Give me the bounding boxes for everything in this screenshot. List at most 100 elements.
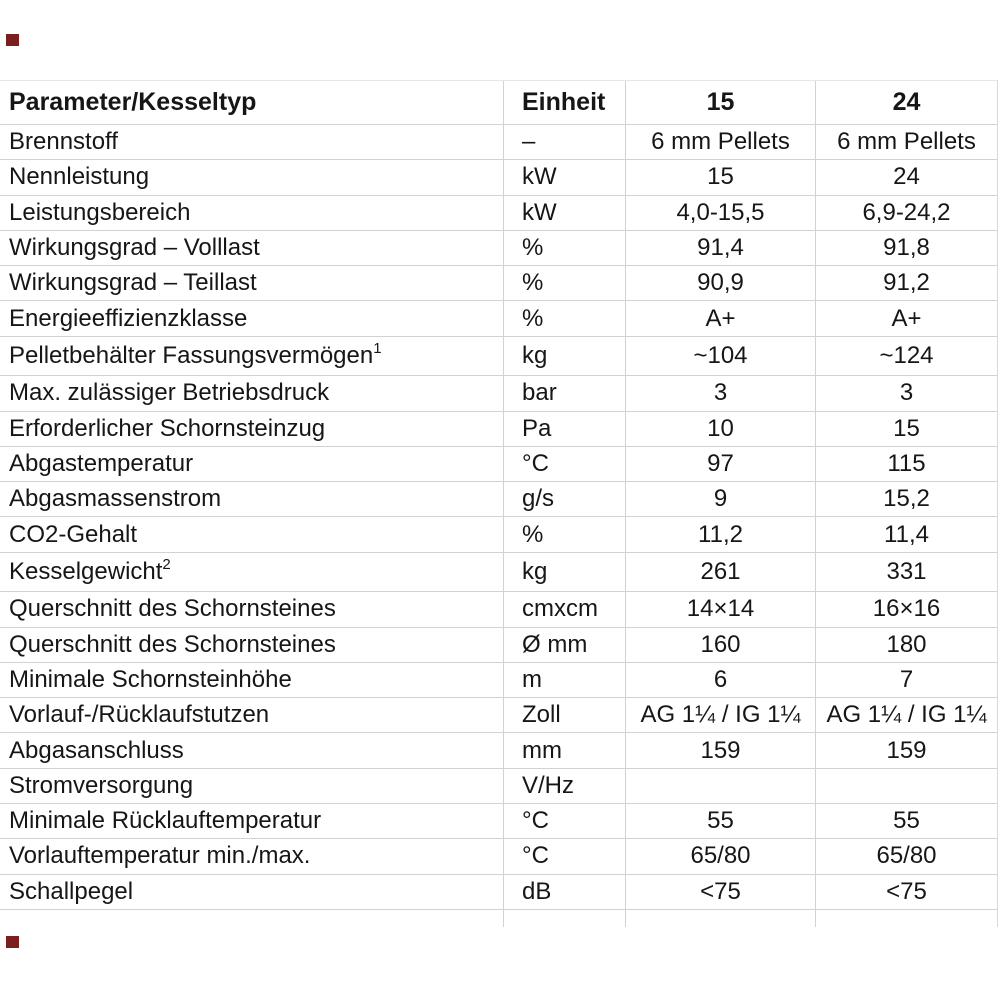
table-row: Brennstoff – 6 mm Pellets 6 mm Pellets — [0, 125, 997, 161]
cell-unit-text: V/Hz — [522, 771, 575, 799]
cell-unit-text: % — [522, 304, 544, 332]
table-row: Erforderlicher Schornsteinzug Pa 10 15 — [0, 411, 997, 447]
cell-parameter: Max. zulässiger Betriebsdruck — [0, 376, 503, 410]
cell-parameter-text: Max. zulässiger Betriebsdruck — [9, 379, 330, 407]
cell-value-24: 91,2 — [815, 266, 997, 301]
cell-unit: m — [503, 662, 625, 698]
footnote-superscript: 1 — [373, 339, 382, 357]
cell-value-15: AG 1¼ / IG 1¼ — [625, 698, 815, 733]
cell-value-15: <75 — [625, 874, 815, 909]
table-body: Brennstoff – 6 mm Pellets 6 mm Pellets Nennl… — [0, 125, 997, 910]
table-row: Vorlauftemperatur min./max. °C 65/80 65/80 — [0, 839, 997, 875]
cell-parameter: Minimale Rücklauftemperatur — [0, 804, 503, 838]
header-unit: Einheit — [503, 81, 625, 124]
cell-value-15: 159 — [625, 733, 815, 768]
cell-value-15-text: A+ — [705, 304, 736, 332]
cell-unit: kg — [503, 552, 625, 592]
header-model-24-label: 24 — [892, 88, 921, 116]
cell-value-24-text: 115 — [887, 450, 926, 478]
cell-value-15: 14×14 — [625, 592, 815, 627]
cell-value-24-text: 16×16 — [872, 595, 941, 623]
cell-unit: – — [503, 125, 625, 160]
table-row: Max. zulässiger Betriebsdruck bar 3 3 — [0, 376, 997, 412]
cell-unit-text: m — [522, 666, 542, 693]
header-parameter: Parameter/Kesseltyp — [0, 81, 503, 124]
cell-unit: % — [503, 301, 625, 336]
cell-unit-text: – — [522, 128, 536, 156]
cell-value-24-text: 91,2 — [883, 269, 930, 297]
cell-value-15-text: 4,0-15,5 — [676, 198, 765, 226]
cell-unit-text: Ø mm — [522, 630, 588, 658]
table-row: Leistungsbereich kW 4,0-15,5 6,9-24,2 — [0, 195, 997, 231]
cell-parameter: Minimale Schornsteinhöhe — [0, 663, 503, 697]
cell-parameter-text: Pelletbehälter Fassungsvermögen — [9, 342, 374, 370]
spec-table: Parameter/Kesseltyp Einheit 15 24 Brenns… — [0, 80, 998, 927]
cell-parameter: Brennstoff — [0, 125, 503, 159]
cell-value-15-text: 261 — [700, 558, 741, 586]
cell-value-15: A+ — [625, 301, 815, 336]
cell-value-15: 6 — [625, 662, 815, 698]
table-row: Stromversorgung V/Hz — [0, 768, 997, 805]
cell-value-15: 97 — [625, 446, 815, 482]
cell-value-15: 65/80 — [625, 839, 815, 874]
cell-parameter-text: CO2-Gehalt — [9, 520, 138, 548]
cell-value-24: 55 — [815, 804, 997, 839]
cell-value-15-text: 11,2 — [698, 520, 743, 548]
cell-unit: kg — [503, 336, 625, 376]
cell-unit-text: mm — [522, 736, 562, 764]
cell-unit: °C — [503, 804, 625, 839]
cell-value-15: 55 — [625, 804, 815, 839]
cell-value-15-text: 90,9 — [697, 269, 744, 297]
table-row: Energieeffizienzklasse% A+ A+ — [0, 301, 997, 337]
cell-value-24 — [815, 768, 997, 804]
table-row: CO2-Gehalt% 11,2 11,4 — [0, 517, 997, 553]
cell-value-24: 16×16 — [815, 592, 997, 627]
table-row: Nennleistung kW 15 24 — [0, 160, 997, 196]
cell-parameter-text: Stromversorgung — [9, 771, 194, 799]
cell-parameter: CO2-Gehalt — [0, 517, 503, 551]
cell-value-24-text: 7 — [899, 666, 914, 693]
cell-value-24: 3 — [815, 376, 997, 411]
table-row: Vorlauf-/Rücklaufstutzen Zoll AG 1¼ / IG 1… — [0, 698, 997, 734]
cell-unit: °C — [503, 839, 625, 874]
cell-unit-text: kW — [522, 163, 557, 191]
cell-parameter-text: Vorlauf-/Rücklaufstutzen — [9, 701, 270, 729]
header-model-15: 15 — [625, 81, 815, 124]
cell-parameter-text: Abgasmassenstrom — [9, 485, 222, 513]
cell-value-24-text: 15,2 — [883, 485, 930, 513]
table-row: Wirkungsgrad – Volllast% 91,4 91,8 — [0, 230, 997, 267]
cell-parameter: Nennleistung — [0, 160, 503, 194]
table-row: Abgasmassenstrom g/s 9 15,2 — [0, 482, 997, 518]
cell-unit-text: °C — [522, 807, 549, 835]
cell-value-15: 90,9 — [625, 266, 815, 301]
cell-value-24: 15 — [815, 411, 997, 446]
cell-parameter: Wirkungsgrad – Teillast — [0, 266, 503, 300]
cell-value-24: 65/80 — [815, 839, 997, 874]
header-model-24: 24 — [815, 81, 997, 124]
cell-value-24: A+ — [815, 301, 997, 336]
cell-value-15: 91,4 — [625, 230, 815, 266]
cell-value-15: 6 mm Pellets — [625, 125, 815, 160]
cell-value-15: 160 — [625, 627, 815, 662]
table-row: Abgastemperatur °C 97 115 — [0, 446, 997, 483]
red-marker-top — [6, 34, 19, 46]
cell-parameter: Abgastemperatur — [0, 447, 503, 481]
cell-value-24-text: 55 — [893, 807, 920, 835]
cell-unit: dB — [503, 874, 625, 909]
cell-parameter: Vorlauftemperatur min./max. — [0, 839, 503, 873]
cell-value-24-text: A+ — [891, 304, 922, 332]
cell-unit: mm — [503, 733, 625, 768]
cell-unit: % — [503, 230, 625, 266]
table-row: Querschnitt des Schornsteines Ø mm 160 180 — [0, 627, 997, 663]
cell-value-24-text: 65/80 — [876, 842, 937, 870]
cell-unit-text: % — [522, 520, 544, 548]
cell-parameter: Abgasanschluss — [0, 733, 503, 767]
table-header-row: Parameter/Kesseltyp Einheit 15 24 — [0, 81, 997, 125]
cell-parameter: Kesselgewicht 2 — [0, 553, 503, 592]
cell-unit: % — [503, 266, 625, 301]
cell-unit: cmxcm — [503, 592, 625, 627]
cell-value-24: 6 mm Pellets — [815, 125, 997, 160]
cell-parameter-text: Energieeffizienzklasse — [9, 304, 248, 332]
cell-value-24: 159 — [815, 733, 997, 768]
cell-parameter: Abgasmassenstrom — [0, 482, 503, 516]
